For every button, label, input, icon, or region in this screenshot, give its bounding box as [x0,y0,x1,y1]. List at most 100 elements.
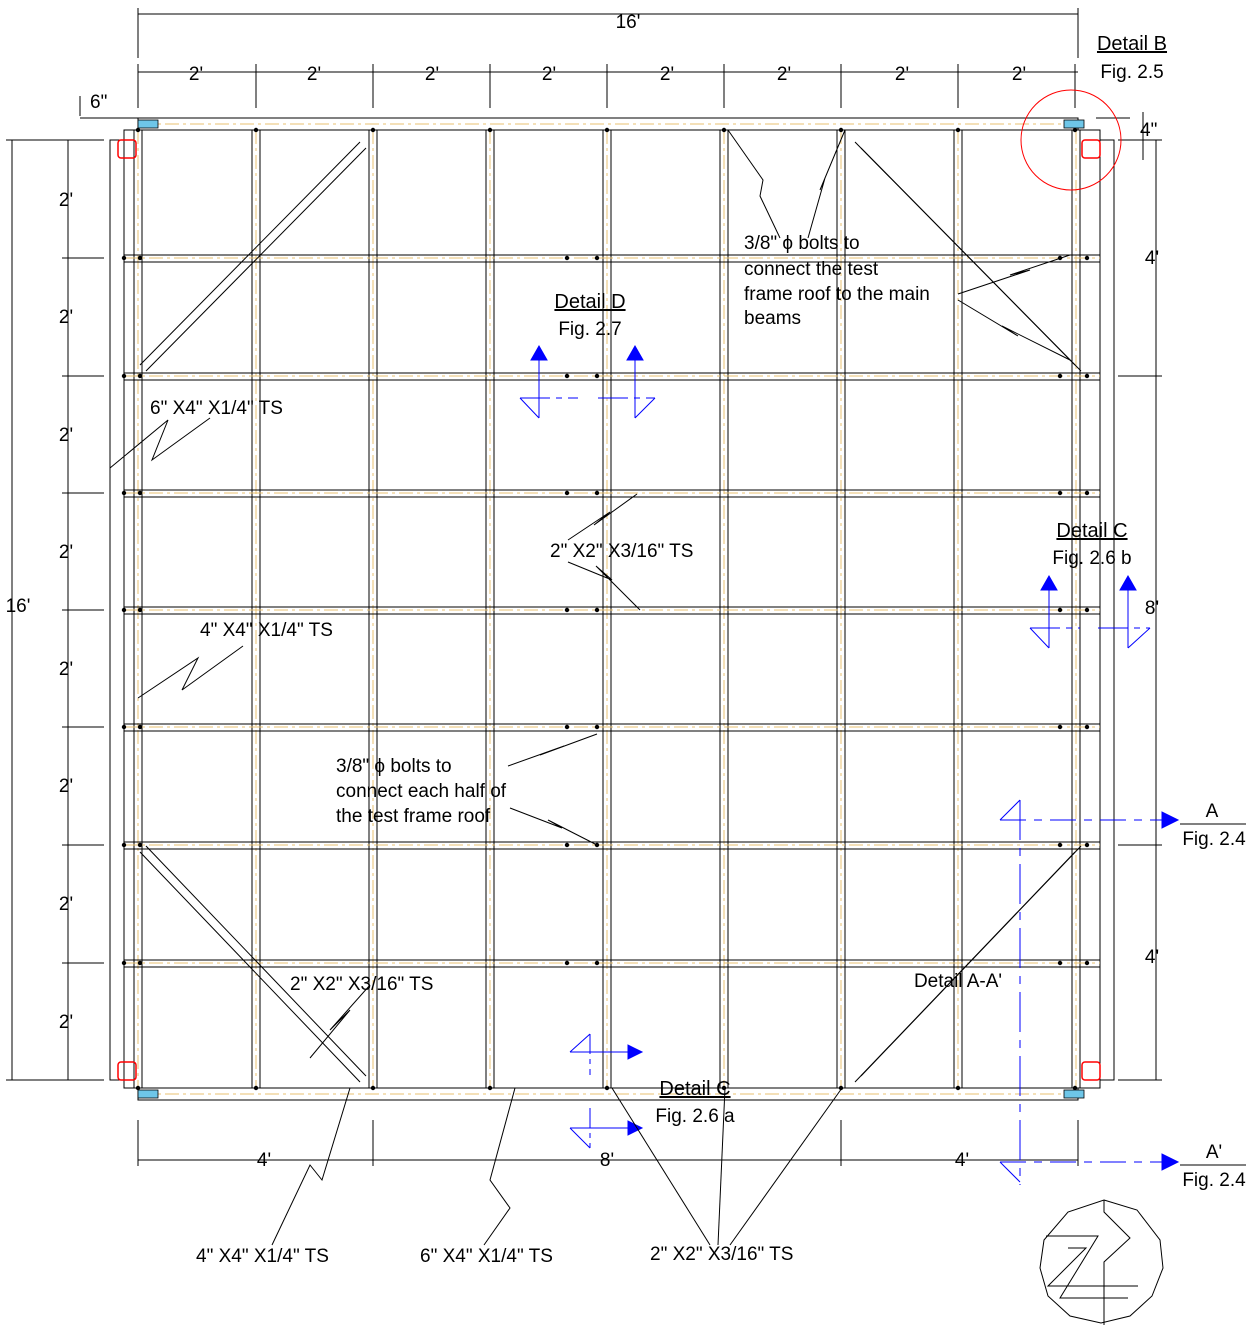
corner-connector-1 [137,119,159,129]
section-detail-label: Detail A-A' [914,971,1002,992]
left-segment-8: 2' [59,1012,73,1033]
note-half-bolts-line-1: 3/8" ϕ bolts to [336,756,452,777]
corner-plate-3 [117,1061,137,1081]
detail-b-figure: Fig. 2.5 [1100,62,1163,83]
bolt-39 [564,607,570,613]
diagonal-brace-1 [139,141,361,366]
diagonal-brace-edge-1 [145,147,367,372]
detail-c-bottom-title: Detail C [659,1078,730,1100]
bolt-32 [137,490,143,496]
diagonal-brace-edge-4 [860,845,1082,1077]
bolt-8 [487,1085,493,1091]
note-half-bolts-line-2: connect each half of [336,781,507,802]
overall-width-dimension: 16' [616,12,641,33]
detail-c-right-marker [1029,574,1151,649]
detail-b-callout-circle [1020,89,1122,191]
bolt-29 [1057,373,1063,379]
overall-height-dimension: 16' [6,596,31,617]
bolt-1 [135,127,141,133]
bolt-37 [121,607,127,613]
bolt-27 [564,373,570,379]
top-segment-4: 2' [542,64,556,85]
bolt-42 [1084,607,1090,613]
bolt-41 [1057,607,1063,613]
bolt-34 [594,490,600,496]
bolt-11 [721,127,727,133]
bolt-28 [594,373,600,379]
bolt-60 [1084,960,1090,966]
bolt-17 [1072,127,1078,133]
top-offset-dimension: 6" [90,92,107,113]
corner-connector-2 [1063,119,1085,129]
note-2x2-ts-bottom: 2" X2" X3/16" TS [650,1244,793,1265]
top-segment-8: 2' [1012,64,1026,85]
bolt-24 [1084,255,1090,261]
bolt-53 [1057,842,1063,848]
corner-plate-1 [117,139,137,159]
section-arrow-icon [1161,811,1180,829]
section-a-prime-label: A' [1206,1142,1222,1163]
note-6x4-ts-bottom: 6" X4" X1/4" TS [420,1246,553,1267]
bolt-40 [594,607,600,613]
detail-b-title: Detail B [1097,33,1167,55]
leader-lines [109,129,1071,1246]
section-a-prime-figure: Fig. 2.4 [1182,1170,1246,1191]
note-4x4-ts-bottom: 4" X4" X1/4" TS [196,1246,329,1267]
note-6x4-ts-left: 6" X4" X1/4" TS [150,398,283,419]
bolt-9 [604,127,610,133]
note-main-bolts-line-1: 3/8" ϕ bolts to [744,233,860,254]
roof-frame [109,117,1115,1101]
note-main-bolts-line-4: beams [744,308,801,329]
bolt-13 [838,127,844,133]
corner-connector-3 [137,1089,159,1099]
bolt-57 [564,960,570,966]
diagonal-brace-edge-3 [145,845,367,1077]
bolt-38 [137,607,143,613]
bolt-21 [564,255,570,261]
bolt-30 [1084,373,1090,379]
note-4x4-ts-left: 4" X4" X1/4" TS [200,620,333,641]
bolt-46 [594,724,600,730]
bolt-18 [1072,1085,1078,1091]
top-segment-1: 2' [189,64,203,85]
bolt-3 [253,127,259,133]
bolt-44 [137,724,143,730]
diagonal-brace-3 [139,851,361,1083]
bolt-50 [137,842,143,848]
north-arrow-icon [1039,1199,1164,1325]
bolt-55 [121,960,127,966]
top-segment-2: 2' [307,64,321,85]
bolt-4 [253,1085,259,1091]
left-segment-5: 2' [59,659,73,680]
corner-connector-4 [1063,1089,1085,1099]
right-segment-1: 4' [1145,248,1159,269]
bottom-segment-3: 4' [955,1150,969,1171]
note-half-roof-bolts: 3/8" ϕ bolts to connect each half of the… [336,756,507,827]
left-segment-3: 2' [59,425,73,446]
bolt-5 [370,127,376,133]
bolt-6 [370,1085,376,1091]
note-half-bolts-line-3: the test frame roof [336,806,491,827]
section-cut-marker [999,799,1180,1185]
bolt-14 [838,1085,844,1091]
bolt-19 [121,255,127,261]
top-segment-7: 2' [895,64,909,85]
note-main-bolts-line-3: frame roof to the main [744,284,930,305]
left-segment-7: 2' [59,894,73,915]
bolt-56 [137,960,143,966]
top-segment-5: 2' [660,64,674,85]
detail-c-right-title: Detail C [1056,520,1127,542]
bolt-58 [594,960,600,966]
bolt-2 [135,1085,141,1091]
note-main-bolts-line-2: connect the test [744,259,879,280]
bolt-43 [121,724,127,730]
bolt-22 [594,255,600,261]
left-segment-labels: 2' 2' 2' 2' 2' 2' 2' 2' [59,190,73,1033]
bolt-10 [604,1085,610,1091]
note-2x2-ts-lower: 2" X2" X3/16" TS [290,974,433,995]
bolt-20 [137,255,143,261]
bolt-7 [487,127,493,133]
diagonal-brace-edge-2 [860,147,1082,372]
bolt-59 [1057,960,1063,966]
